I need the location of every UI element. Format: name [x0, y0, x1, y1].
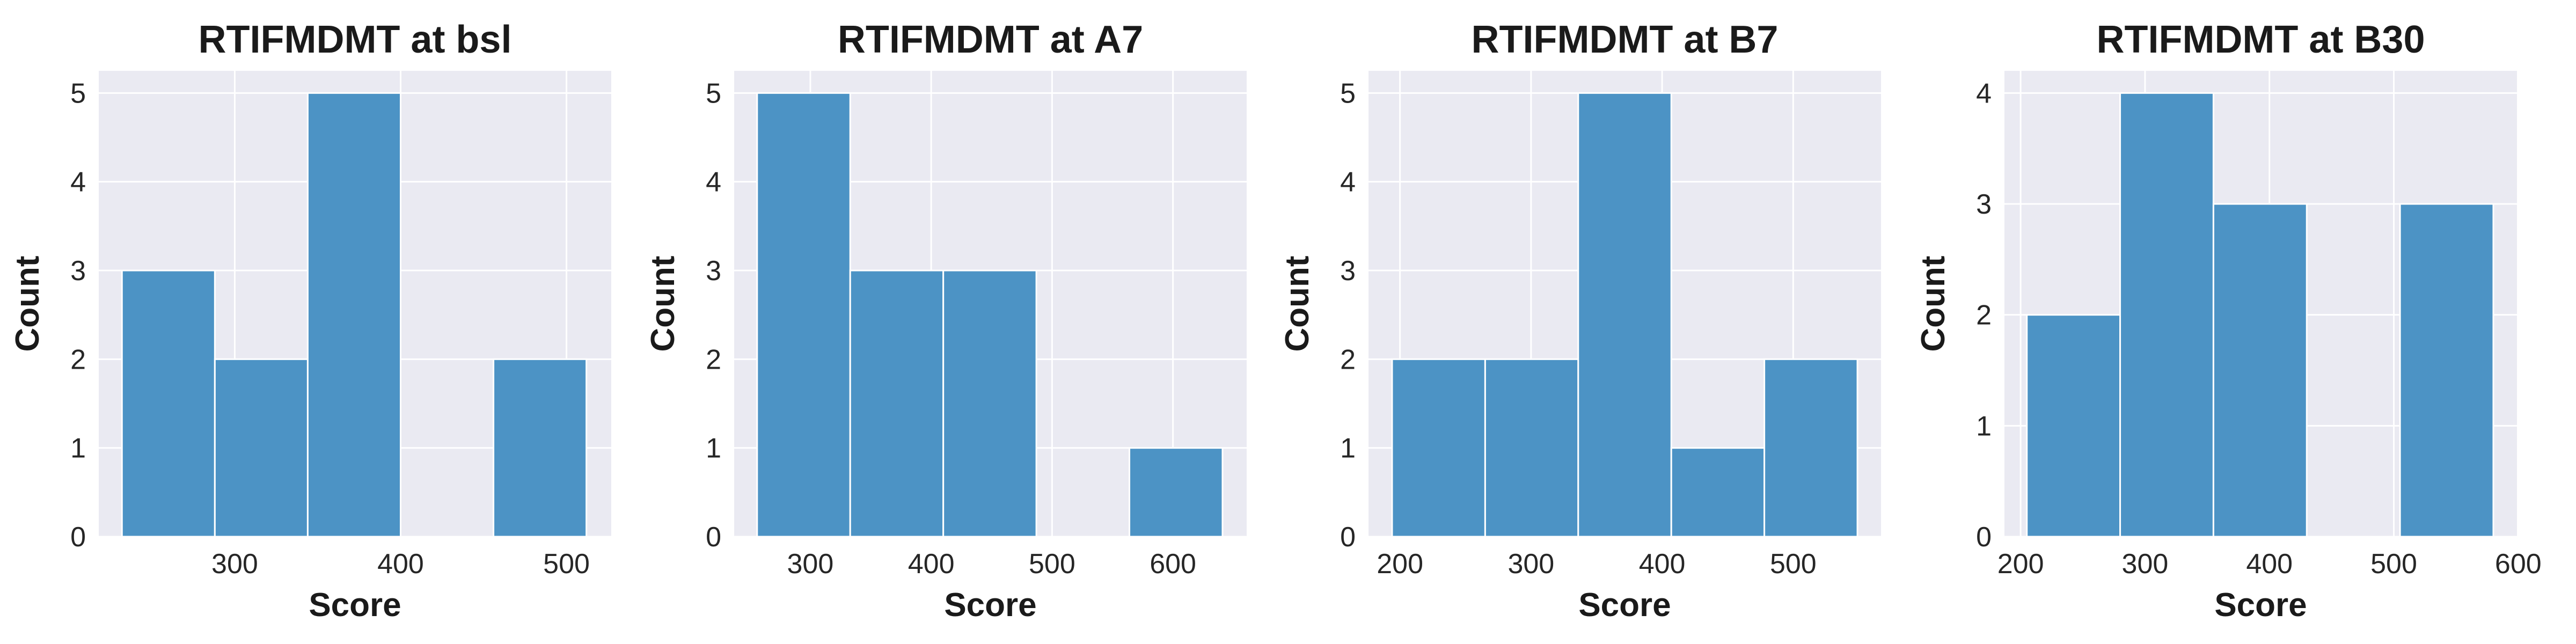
y-tick-label: 2 — [1976, 300, 1992, 331]
y-tick-label: 5 — [706, 78, 721, 109]
y-tick-label: 3 — [70, 255, 86, 287]
y-tick-label: 1 — [70, 433, 86, 464]
y-tick-label: 1 — [1340, 433, 1356, 464]
histogram-bar — [2119, 92, 2214, 538]
y-tick-label: 0 — [1340, 522, 1356, 553]
histogram-bar — [121, 269, 216, 538]
y-axis-label: Count — [645, 255, 682, 352]
histogram-bar — [2212, 203, 2308, 538]
y-tick-label: 0 — [706, 522, 721, 553]
chart-title: RTIFMDMT at B30 — [2097, 18, 2425, 61]
y-tick-label: 2 — [706, 344, 721, 375]
chart-panel-3: 0 1 2 3 4 5 200 300 400 500 RTIFMDMT at B7 Score Cou… — [1279, 18, 1881, 624]
chart-title: RTIFMDMT at bsl — [199, 18, 512, 61]
y-tick-label: 4 — [1976, 78, 1992, 109]
y-tick-label: 1 — [1976, 411, 1992, 442]
x-tick-label: 500 — [2370, 548, 2417, 580]
x-tick-label: 400 — [2246, 548, 2293, 580]
chart-title: RTIFMDMT at A7 — [838, 18, 1143, 61]
x-tick-label: 500 — [1770, 548, 1817, 580]
histogram-bar — [1484, 358, 1579, 538]
chart-panel-2: 0 1 2 3 4 5 300 400 500 600 RTIFMDMT at A7 Score Cou… — [645, 18, 1247, 624]
y-axis-label: Count — [1279, 255, 1316, 352]
x-tick-label: 300 — [2122, 548, 2169, 580]
x-tick-label: 200 — [1377, 548, 1423, 580]
y-tick-label: 0 — [1976, 522, 1992, 553]
histogram-bar — [2026, 314, 2121, 538]
histogram-bar — [1670, 447, 1766, 538]
y-tick-label: 2 — [70, 344, 86, 375]
y-tick-label: 3 — [1340, 255, 1356, 287]
histogram-bar — [942, 269, 1037, 538]
chart-panel-4: 0 1 2 3 4 200 300 400 500 600 RTIFMDMT at B30 Score… — [1915, 18, 2542, 624]
histogram-bar — [1763, 358, 1858, 538]
histogram-bar — [306, 92, 401, 538]
chart-title: RTIFMDMT at B7 — [1472, 18, 1779, 61]
y-tick-label: 3 — [1976, 189, 1992, 220]
x-tick-label: 500 — [1029, 548, 1075, 580]
x-axis-label: Score — [309, 587, 401, 624]
x-tick-label: 400 — [908, 548, 955, 580]
y-tick-label: 0 — [70, 522, 86, 553]
y-tick-label: 4 — [70, 167, 86, 198]
x-tick-label: 200 — [1997, 548, 2044, 580]
chart-panel-1: 0 1 2 3 4 5 300 400 500 RTIFMDMT at bsl Score Count — [9, 18, 611, 624]
x-tick-label: 300 — [787, 548, 834, 580]
x-tick-label: 400 — [377, 548, 424, 580]
y-tick-label: 5 — [70, 78, 86, 109]
histogram-bar — [756, 92, 851, 538]
x-axis-label: Score — [2214, 587, 2307, 624]
x-tick-label: 400 — [1639, 548, 1686, 580]
histogram-bar — [1391, 358, 1486, 538]
histogram-bar — [2399, 203, 2494, 538]
x-tick-label: 300 — [211, 548, 258, 580]
histogram-bar — [849, 269, 945, 538]
histogram-bar — [1577, 92, 1672, 538]
histogram-bar — [493, 358, 588, 538]
y-axis-label: Count — [1915, 255, 1952, 352]
y-tick-label: 2 — [1340, 344, 1356, 375]
histogram-bar — [214, 358, 309, 538]
y-tick-label: 3 — [706, 255, 721, 287]
y-tick-label: 5 — [1340, 78, 1356, 109]
x-tick-label: 500 — [543, 548, 590, 580]
y-tick-label: 1 — [706, 433, 721, 464]
x-tick-label: 300 — [1507, 548, 1554, 580]
y-tick-label: 4 — [1340, 167, 1356, 198]
x-axis-label: Score — [944, 587, 1036, 624]
x-tick-label: 600 — [1150, 548, 1196, 580]
y-tick-label: 4 — [706, 167, 721, 198]
x-axis-label: Score — [1578, 587, 1671, 624]
x-tick-label: 600 — [2495, 548, 2542, 580]
histogram-bar — [1129, 447, 1224, 538]
y-axis-label: Count — [9, 255, 46, 352]
